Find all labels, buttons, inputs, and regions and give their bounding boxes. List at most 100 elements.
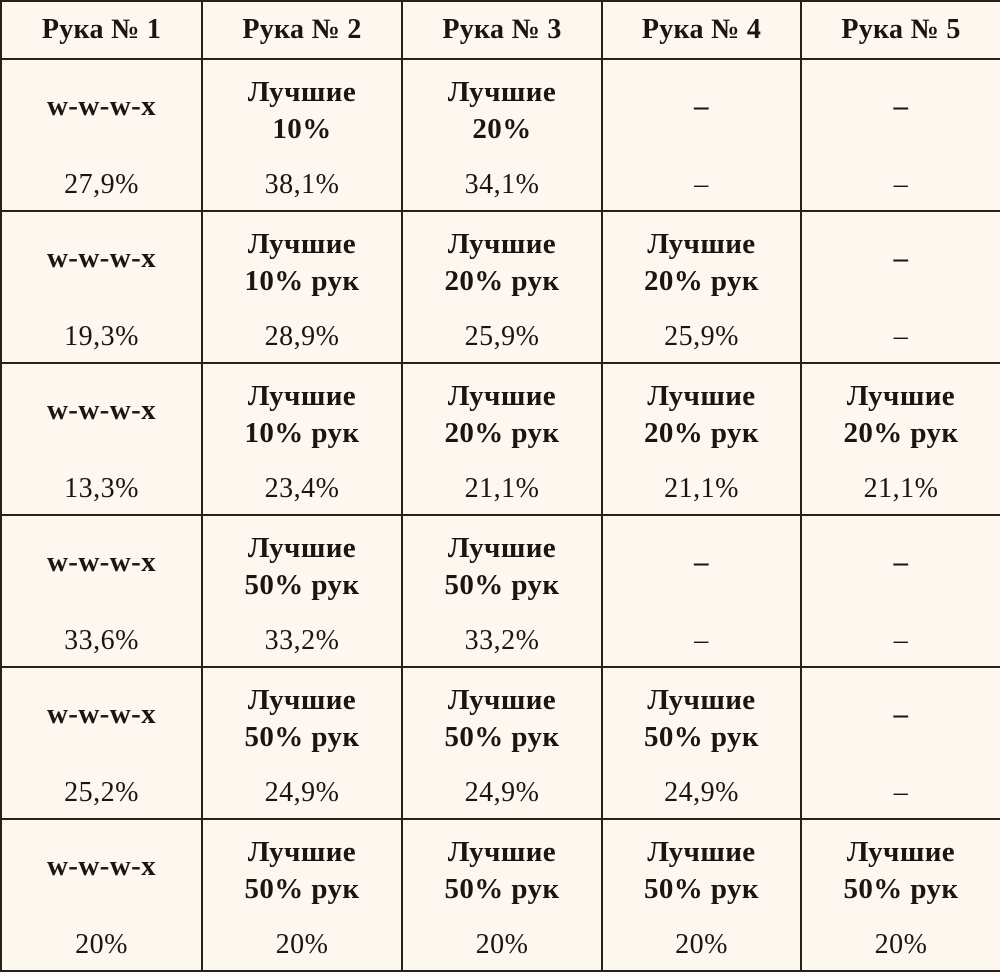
equity-percentage: 33,2% <box>464 625 540 656</box>
equity-percentage: 20% <box>275 929 329 960</box>
equity-percentage: – <box>893 777 909 808</box>
cell-content: Лучшие 10% рук 23,4% <box>203 364 401 514</box>
table-cell: Лучшие 50% рук 24,9% <box>201 666 403 820</box>
table-cell: Лучшие 50% рук 20% <box>601 818 802 972</box>
cell-content: Лучшие 20% рук 25,9% <box>603 212 800 362</box>
hand-pattern-label: w-w-w-x <box>46 90 157 122</box>
cell-content: Лучшие 50% рук 24,9% <box>603 668 800 818</box>
table-cell: – – <box>800 210 1000 364</box>
cell-content: Лучшие 50% рук 24,9% <box>203 668 401 818</box>
table-cell: w-w-w-x 19,3% <box>0 210 203 364</box>
equity-percentage: 23,4% <box>264 473 340 504</box>
cell-content: Лучшие 10% 38,1% <box>203 60 401 210</box>
equity-percentage: 24,9% <box>664 777 739 808</box>
cell-content: – – <box>802 212 1000 362</box>
cell-content: Лучшие 20% 34,1% <box>403 60 601 210</box>
equity-percentage: 20% <box>475 929 529 960</box>
hand-range-label: Лучшие 10% рук <box>244 380 360 449</box>
table-cell: w-w-w-x 25,2% <box>0 666 203 820</box>
hand-range-label: Лучшие 50% рук <box>444 684 560 753</box>
hand-range-label: – <box>893 90 909 122</box>
equity-percentage: 21,1% <box>464 473 540 504</box>
hand-range-label: Лучшие 50% рук <box>244 532 360 601</box>
hand-range-label: Лучшие 20% рук <box>643 380 759 449</box>
cell-content: Лучшие 20% рук 21,1% <box>403 364 601 514</box>
table-cell: Лучшие 50% рук 33,2% <box>201 514 403 668</box>
cell-content: w-w-w-x 33,6% <box>2 516 201 666</box>
table-cell: w-w-w-x 13,3% <box>0 362 203 516</box>
equity-percentage: 20% <box>675 929 728 960</box>
cell-content: – – <box>802 668 1000 818</box>
equity-percentage: 25,9% <box>464 321 540 352</box>
hand-range-label: – <box>893 546 909 578</box>
column-header-hand-3: Рука № 3 <box>401 0 603 60</box>
table-cell: Лучшие 10% рук 23,4% <box>201 362 403 516</box>
cell-content: Лучшие 50% рук 24,9% <box>403 668 601 818</box>
equity-percentage: 13,3% <box>64 473 139 504</box>
table-cell: – – <box>601 58 802 212</box>
equity-percentage: – <box>893 321 909 352</box>
hand-range-label: Лучшие 50% рук <box>444 532 560 601</box>
hand-range-label: Лучшие 50% рук <box>643 684 759 753</box>
table-cell: Лучшие 20% рук 21,1% <box>601 362 802 516</box>
cell-content: – – <box>603 516 800 666</box>
table-cell: Лучшие 50% рук 20% <box>401 818 603 972</box>
hand-range-label: Лучшие 10% рук <box>244 228 360 297</box>
table-cell: Лучшие 20% рук 25,9% <box>601 210 802 364</box>
cell-content: Лучшие 50% рук 33,2% <box>203 516 401 666</box>
table-cell: – – <box>800 58 1000 212</box>
table-cell: Лучшие 20% рук 25,9% <box>401 210 603 364</box>
hand-range-label: Лучшие 20% рук <box>843 380 959 449</box>
hand-range-label: Лучшие 20% рук <box>643 228 759 297</box>
table-cell: Лучшие 10% 38,1% <box>201 58 403 212</box>
table-cell: – – <box>800 514 1000 668</box>
equity-percentage: 24,9% <box>264 777 340 808</box>
table-cell: Лучшие 50% рук 24,9% <box>401 666 603 820</box>
table-cell: w-w-w-x 20% <box>0 818 203 972</box>
cell-content: – – <box>603 60 800 210</box>
column-header-hand-5: Рука № 5 <box>800 0 1000 60</box>
cell-content: Лучшие 50% рук 20% <box>603 820 800 970</box>
cell-content: w-w-w-x 27,9% <box>2 60 201 210</box>
hand-range-label: Лучшие 50% рук <box>643 836 759 905</box>
equity-percentage: 28,9% <box>264 321 340 352</box>
hand-pattern-label: w-w-w-x <box>46 242 157 274</box>
equity-percentage: – <box>893 625 909 656</box>
table-cell: Лучшие 50% рук 20% <box>201 818 403 972</box>
cell-content: w-w-w-x 19,3% <box>2 212 201 362</box>
cell-content: Лучшие 50% рук 33,2% <box>403 516 601 666</box>
table-row: w-w-w-x 20% Лучшие 50% рук 20% Лучшие 50% ру… <box>0 818 1000 972</box>
table-cell: – – <box>800 666 1000 820</box>
hand-range-label: Лучшие 20% рук <box>444 380 560 449</box>
hand-range-label: Лучшие 50% рук <box>244 836 360 905</box>
table-cell: Лучшие 50% рук 20% <box>800 818 1000 972</box>
table-cell: Лучшие 20% рук 21,1% <box>800 362 1000 516</box>
hand-pattern-label: w-w-w-x <box>46 394 157 426</box>
cell-content: w-w-w-x 25,2% <box>2 668 201 818</box>
equity-percentage: 20% <box>874 929 928 960</box>
table-cell: w-w-w-x 27,9% <box>0 58 203 212</box>
hand-range-label: Лучшие 20% рук <box>444 228 560 297</box>
equity-percentage: 21,1% <box>863 473 939 504</box>
equity-percentage: 33,2% <box>264 625 340 656</box>
hand-pattern-label: w-w-w-x <box>46 850 157 882</box>
equity-percentage: – <box>893 169 909 200</box>
cell-content: Лучшие 20% рук 25,9% <box>403 212 601 362</box>
hand-range-label: – <box>893 242 909 274</box>
table-cell: Лучшие 20% рук 21,1% <box>401 362 603 516</box>
equity-percentage: 24,9% <box>464 777 540 808</box>
hand-range-label: – <box>893 698 909 730</box>
equity-percentage: 34,1% <box>464 169 540 200</box>
equity-percentage: 19,3% <box>64 321 139 352</box>
table-body: w-w-w-x 27,9% Лучшие 10% 38,1% Лучшие 20% 34,… <box>0 58 1000 972</box>
cell-content: Лучшие 20% рук 21,1% <box>802 364 1000 514</box>
equity-percentage: – <box>694 169 709 200</box>
equity-percentage: 25,2% <box>64 777 139 808</box>
equity-percentage: 20% <box>75 929 128 960</box>
equity-percentage: 38,1% <box>264 169 340 200</box>
table-cell: Лучшие 10% рук 28,9% <box>201 210 403 364</box>
header-row: Рука № 1 Рука № 2 Рука № 3 Рука № 4 Рука… <box>0 0 1000 60</box>
table-row: w-w-w-x 19,3% Лучшие 10% рук 28,9% Лучшие 20… <box>0 210 1000 364</box>
cell-content: Лучшие 50% рук 20% <box>203 820 401 970</box>
table-cell: w-w-w-x 33,6% <box>0 514 203 668</box>
